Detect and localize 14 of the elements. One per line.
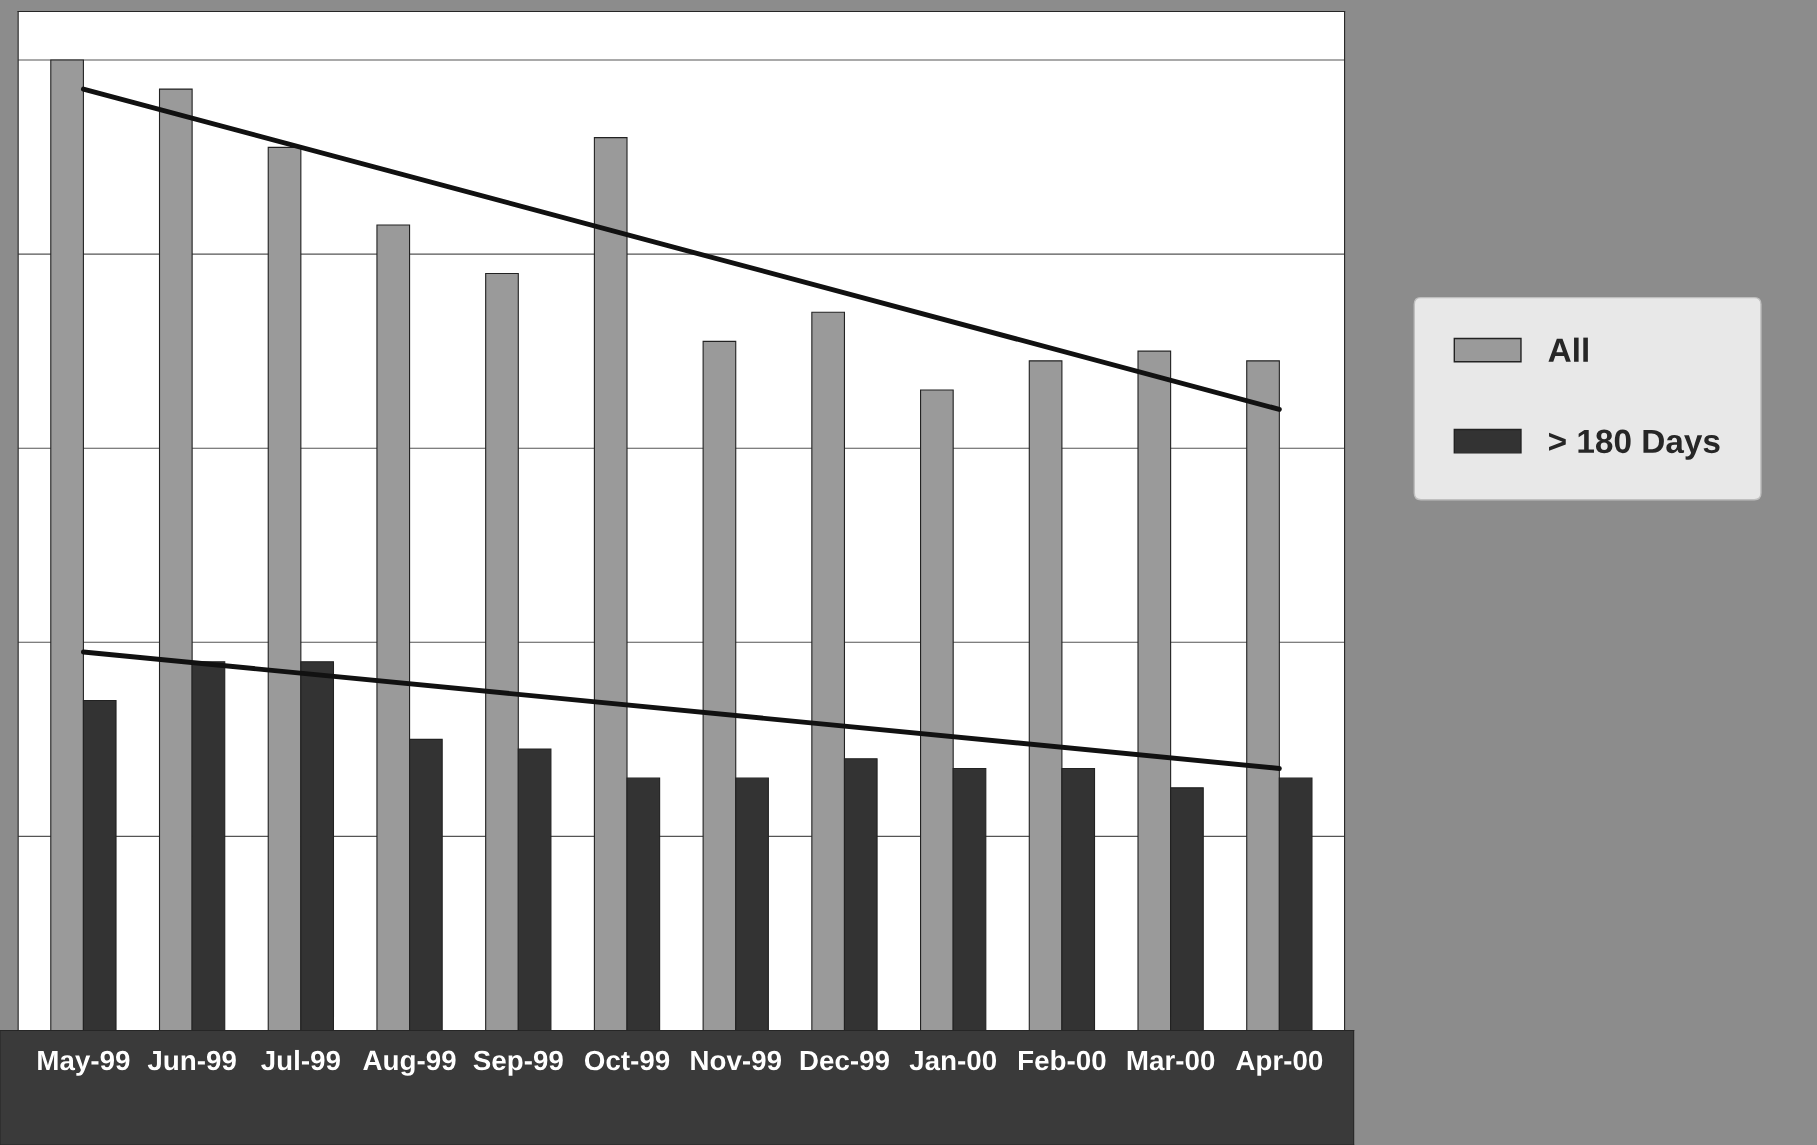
legend-label: All xyxy=(1548,337,1588,362)
x-tick-label: Apr-00 xyxy=(1236,1050,1323,1076)
x-tick-label: Mar-00 xyxy=(1127,1050,1215,1071)
x-tick-label: Feb-00 xyxy=(1019,1049,1106,1071)
x-tick-label: Jul-99 xyxy=(261,1049,340,1071)
x-tick-label: May-99 xyxy=(38,1050,130,1076)
x-tick-label: Oct-99 xyxy=(584,1050,670,1071)
legend-label: > 180 Days xyxy=(1549,429,1720,460)
x-tick-label: Aug-99 xyxy=(363,1050,456,1076)
x-tick-label: Dec-99 xyxy=(800,1050,889,1071)
x-tick-label: Jun-99 xyxy=(147,1050,236,1071)
x-tick-label: Sep-99 xyxy=(473,1050,563,1076)
x-tick-label: Nov-99 xyxy=(691,1050,782,1071)
x-tick-label: Jan-00 xyxy=(909,1050,997,1071)
